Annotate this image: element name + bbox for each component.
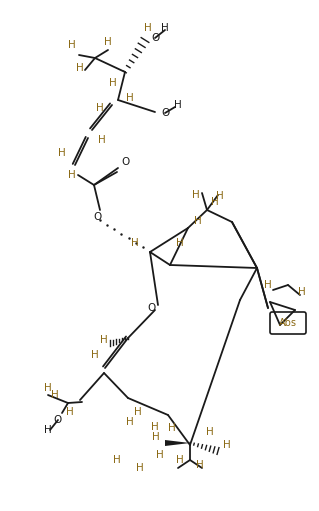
Text: O: O	[54, 415, 62, 425]
Text: H: H	[136, 463, 144, 473]
Text: H: H	[206, 427, 214, 437]
Text: O: O	[121, 157, 129, 167]
Text: H: H	[113, 455, 121, 465]
Text: H: H	[104, 37, 112, 47]
Text: H: H	[109, 78, 117, 88]
Text: H: H	[176, 238, 184, 248]
Text: H: H	[44, 425, 52, 435]
Text: H: H	[192, 190, 200, 200]
Text: H: H	[91, 350, 99, 360]
Text: H: H	[98, 135, 106, 145]
Text: H: H	[151, 422, 159, 432]
Text: O: O	[148, 303, 156, 313]
Text: O: O	[161, 108, 169, 118]
Text: H: H	[126, 93, 134, 103]
Text: O: O	[151, 33, 159, 43]
Text: H: H	[216, 191, 224, 201]
Text: H: H	[298, 287, 306, 297]
Text: H: H	[66, 407, 74, 417]
FancyBboxPatch shape	[270, 312, 306, 334]
Text: H: H	[100, 335, 108, 345]
Text: Abs: Abs	[279, 318, 297, 328]
Text: H: H	[152, 432, 160, 442]
Text: H: H	[58, 148, 66, 158]
Text: H: H	[156, 450, 164, 460]
Text: H: H	[264, 280, 272, 290]
Text: H: H	[168, 423, 176, 433]
Text: H: H	[176, 455, 184, 465]
Text: H: H	[161, 23, 169, 33]
Text: H: H	[68, 170, 76, 180]
Text: H: H	[196, 460, 204, 470]
Text: H: H	[194, 216, 202, 226]
Text: H: H	[174, 100, 182, 110]
Text: H: H	[126, 417, 134, 427]
Text: H: H	[68, 40, 76, 50]
Text: H: H	[96, 103, 104, 113]
Text: H: H	[211, 197, 219, 207]
Text: H: H	[51, 390, 59, 400]
Polygon shape	[165, 440, 190, 446]
Text: O: O	[94, 212, 102, 222]
Text: H: H	[131, 238, 139, 248]
Text: H: H	[144, 23, 152, 33]
Text: H: H	[134, 407, 142, 417]
Text: H: H	[76, 63, 84, 73]
Text: H: H	[223, 440, 231, 450]
Text: H: H	[44, 383, 52, 393]
